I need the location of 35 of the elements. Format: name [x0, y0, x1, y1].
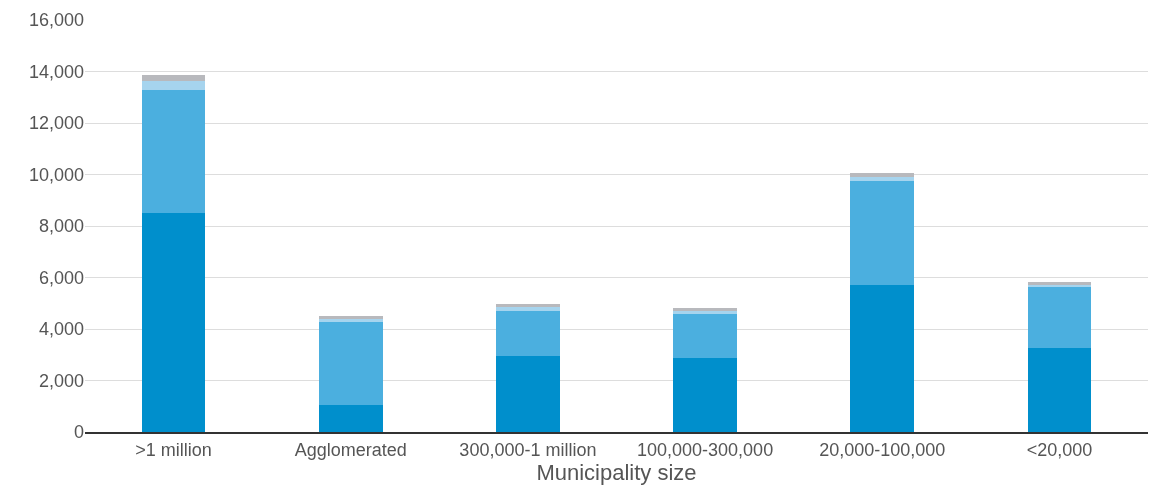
bar — [850, 180, 915, 285]
x-tick-label: 20,000-100,000 — [819, 439, 946, 460]
bar — [673, 307, 737, 311]
x-tick-label: >1 million — [135, 439, 212, 460]
y-tick-label: 2,000 — [38, 370, 84, 391]
bar — [141, 213, 206, 432]
x-tick-label: <20,000 — [1026, 439, 1093, 460]
y-tick-label: 8,000 — [38, 216, 84, 237]
bar — [496, 303, 560, 307]
bar — [496, 311, 560, 357]
bar — [1027, 287, 1092, 348]
bar — [673, 357, 737, 432]
bar — [850, 284, 915, 432]
y-tick-label: 14,000 — [28, 61, 84, 82]
y-tick-label: 16,000 — [28, 10, 84, 31]
x-tick-label: 300,000-1 million — [459, 439, 597, 460]
bar — [318, 321, 383, 405]
x-axis-title: Municipality size — [536, 459, 697, 485]
bar — [673, 310, 737, 315]
bar — [850, 173, 915, 177]
bar — [496, 356, 560, 432]
x-tick-label: Agglomerated — [294, 439, 407, 460]
y-tick-label: 12,000 — [28, 113, 84, 134]
bar — [850, 176, 915, 181]
y-tick-label: 10,000 — [28, 164, 84, 185]
y-tick-label: 6,000 — [38, 267, 84, 288]
bar — [318, 404, 383, 432]
y-tick-label: 4,000 — [38, 319, 84, 340]
bar — [1027, 347, 1092, 432]
bar — [141, 74, 206, 82]
x-tick-label: 100,000-300,000 — [637, 439, 774, 460]
bar — [141, 90, 206, 214]
bar — [141, 81, 206, 91]
y-tick-label: 0 — [73, 422, 84, 443]
bar — [673, 314, 737, 358]
